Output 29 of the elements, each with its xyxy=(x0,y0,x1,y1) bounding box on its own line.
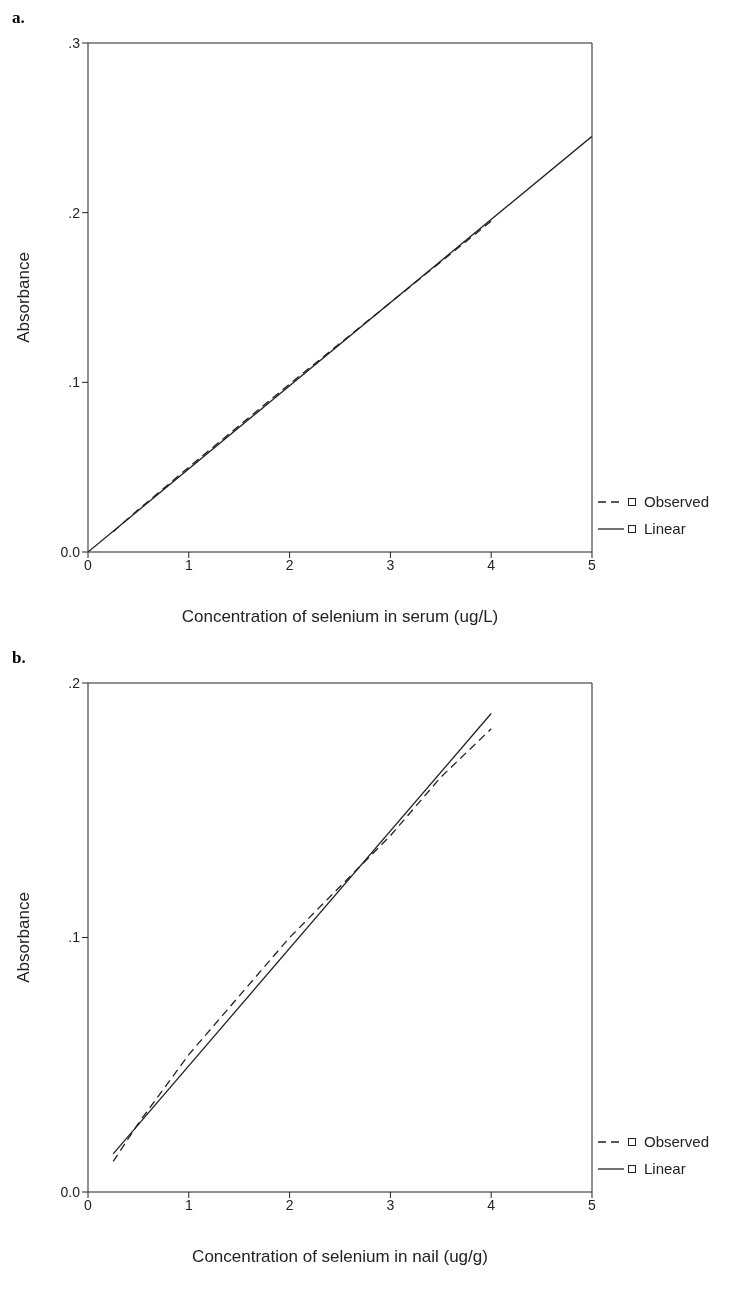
y-tick-label: 0.0 xyxy=(60,543,81,560)
x-tick-label: 5 xyxy=(588,1196,597,1213)
legend-label: Linear xyxy=(644,1160,686,1177)
legend-label: Observed xyxy=(644,493,710,510)
x-tick-label: 3 xyxy=(386,556,395,573)
y-tick-label: .1 xyxy=(68,929,81,946)
x-tick-label: 4 xyxy=(487,1196,496,1213)
chart-title: b. xyxy=(12,648,27,669)
y-tick-label: .3 xyxy=(68,34,81,51)
y-tick-label: .2 xyxy=(68,204,81,221)
x-tick-label: 3 xyxy=(386,1196,395,1213)
legend-label: Linear xyxy=(644,520,686,537)
y-tick-label: 0.0 xyxy=(60,1183,81,1200)
x-tick-label: 5 xyxy=(588,556,597,573)
x-tick-label: 4 xyxy=(487,556,496,573)
x-axis-title: Concentration of selenium in nail (ug/g) xyxy=(192,1247,488,1266)
y-tick-label: .2 xyxy=(68,674,81,691)
x-tick-label: 0 xyxy=(84,556,93,573)
x-tick-label: 1 xyxy=(184,556,193,573)
x-axis-title: Concentration of selenium in serum (ug/L) xyxy=(181,607,499,626)
y-tick-label: .1 xyxy=(68,374,81,391)
x-tick-label: 1 xyxy=(184,1196,193,1213)
chart-title: a. xyxy=(12,8,26,29)
legend-label: Observed xyxy=(644,1133,710,1150)
x-tick-label: 2 xyxy=(285,556,294,573)
y-axis-title: Absorbance xyxy=(14,892,34,983)
x-tick-label: 0 xyxy=(84,1196,93,1213)
y-axis-title: Absorbance xyxy=(14,252,34,343)
x-tick-label: 2 xyxy=(285,1196,294,1213)
